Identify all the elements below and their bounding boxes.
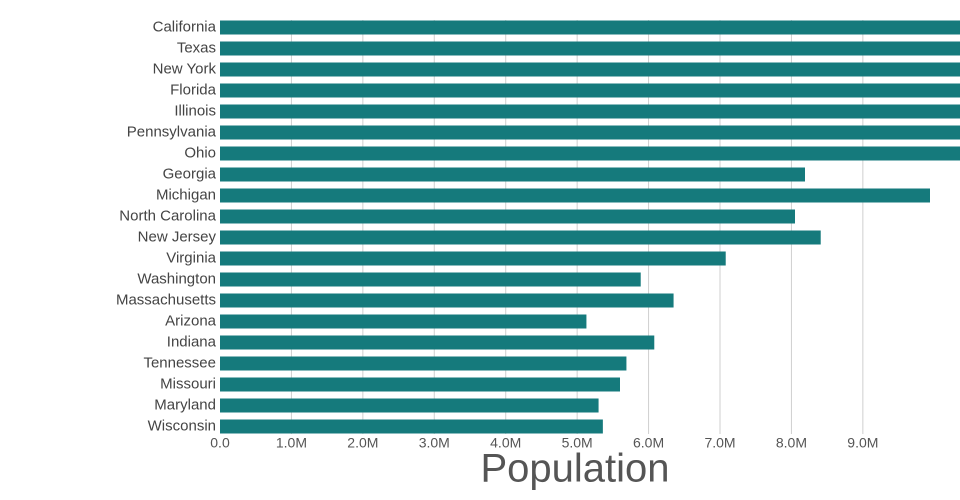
bar (220, 125, 960, 140)
bar (220, 209, 795, 224)
y-tick-label: Georgia (163, 165, 217, 182)
bar (220, 251, 726, 266)
bar (220, 419, 603, 434)
y-tick-label: New Jersey (138, 228, 217, 245)
bar (220, 83, 960, 98)
x-axis-title: Population (480, 447, 669, 491)
bar (220, 314, 587, 329)
x-tick-label: 2.0M (347, 435, 378, 451)
x-tick-label: 4.0M (490, 435, 521, 451)
x-tick-label: 6.0M (633, 435, 664, 451)
bar (220, 41, 960, 56)
y-tick-label: Virginia (166, 249, 216, 266)
y-tick-label: California (153, 18, 217, 35)
y-tick-label: Maryland (154, 396, 216, 413)
bar (220, 104, 960, 119)
y-tick-label: Illinois (174, 102, 216, 119)
y-tick-label: Missouri (160, 375, 216, 392)
y-tick-label: Indiana (167, 333, 217, 350)
x-tick-label: 5.0M (562, 435, 593, 451)
bar (220, 167, 805, 182)
y-tick-label: Arizona (165, 312, 217, 329)
y-tick-label: Wisconsin (148, 417, 216, 434)
y-tick-label: Florida (170, 81, 217, 98)
y-tick-label: Ohio (184, 144, 216, 161)
bar (220, 356, 627, 371)
bar (220, 146, 960, 161)
bar (220, 272, 641, 287)
y-tick-label: Texas (177, 39, 216, 56)
x-tick-label: 9.0M (847, 435, 878, 451)
x-tick-label: 7.0M (704, 435, 735, 451)
bar (220, 293, 674, 308)
bar (220, 377, 620, 392)
bar (220, 62, 960, 77)
bars (220, 20, 960, 434)
x-tick-label: 8.0M (776, 435, 807, 451)
bar (220, 398, 599, 413)
x-tick-label: 0.0 (210, 435, 230, 451)
y-tick-label: Michigan (156, 186, 216, 203)
y-tick-label: Massachusetts (116, 291, 216, 308)
bar (220, 230, 821, 245)
bar (220, 20, 960, 35)
bar (220, 188, 930, 203)
y-tick-label: North Carolina (119, 207, 216, 224)
x-tick-label: 1.0M (276, 435, 307, 451)
bar (220, 335, 655, 350)
y-tick-label: New York (153, 60, 217, 77)
y-tick-label: Tennessee (143, 354, 216, 371)
y-tick-label: Washington (137, 270, 216, 287)
y-tick-label: Pennsylvania (127, 123, 217, 140)
x-tick-label: 3.0M (419, 435, 450, 451)
grid (290, 20, 864, 434)
